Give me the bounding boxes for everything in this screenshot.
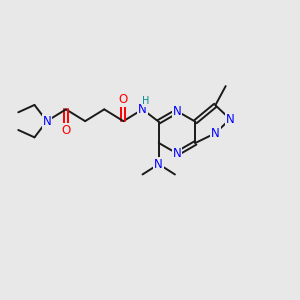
Text: N: N: [173, 147, 182, 160]
Text: H: H: [142, 96, 150, 106]
Text: N: N: [154, 158, 163, 171]
Text: N: N: [211, 127, 220, 140]
Text: O: O: [61, 124, 70, 137]
Text: N: N: [138, 103, 147, 116]
Text: N: N: [226, 112, 235, 126]
Text: N: N: [43, 115, 51, 128]
Text: N: N: [173, 105, 182, 118]
Text: O: O: [119, 93, 128, 106]
